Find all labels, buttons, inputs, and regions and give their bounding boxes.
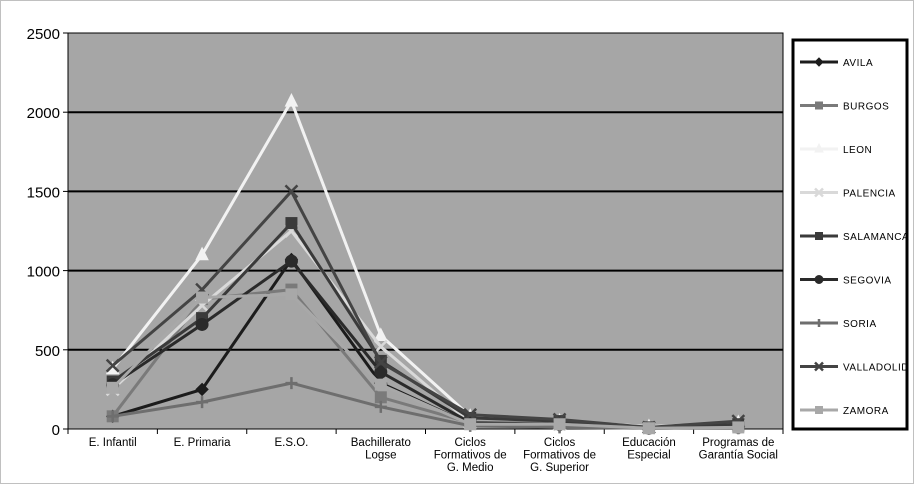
data-point: [105, 358, 120, 373]
series-line: [111, 292, 739, 430]
data-point: [285, 377, 298, 390]
y-tick-label: 1000: [27, 264, 60, 281]
y-tick-label: 2000: [27, 105, 60, 122]
data-point: [374, 400, 387, 413]
data-point: [285, 288, 298, 301]
data-point: [195, 246, 209, 261]
legend-item: BURGOS: [800, 101, 889, 113]
data-point: [732, 421, 745, 434]
y-tick-label: 2500: [27, 26, 60, 43]
gridlines: [68, 111, 783, 351]
legend-marker: [814, 187, 824, 198]
data-point: [195, 317, 209, 331]
legend-item: SALAMANCA: [800, 232, 909, 243]
legend-item: AVILA: [800, 57, 873, 69]
data-point: [553, 418, 566, 431]
data-point: [373, 355, 388, 370]
legend-marker: [814, 142, 824, 153]
series-lines: [105, 92, 746, 435]
legend-marker: [814, 275, 824, 284]
x-tick-label: Educación Especial: [622, 437, 676, 462]
axes: 0 500 1000 1500 2000 2500 E. Infantil E. Primar…: [27, 26, 784, 474]
data-point: [642, 422, 655, 435]
legend-label: AVILA: [843, 58, 873, 69]
data-point: [464, 418, 477, 431]
legend-label: ZAMORA: [843, 406, 889, 417]
legend-marker: [815, 406, 823, 414]
legend-item: ZAMORA: [800, 406, 889, 417]
data-point: [196, 396, 209, 409]
legend-marker: [814, 57, 824, 67]
legend-label: PALENCIA: [843, 189, 896, 200]
plot-area: [67, 32, 784, 430]
x-tick-label: Ciclos Formativos de G. Superior: [523, 437, 596, 474]
x-tick-label: Programas de Garantía Social: [699, 437, 778, 462]
legend-label: LEON: [843, 145, 872, 156]
series-zamora: [106, 288, 745, 435]
y-tick-label: 1500: [27, 184, 60, 201]
legend: AVILA BURGOS LEON PALENCIA SALAMANCA SEGOVIA S…: [800, 57, 909, 417]
legend-label: VALLADOLID: [843, 363, 909, 374]
legend-label: BURGOS: [843, 102, 889, 113]
x-tick-label: E. Infantil: [89, 437, 137, 449]
data-point: [196, 291, 209, 304]
legend-item: PALENCIA: [800, 187, 896, 200]
legend-item: LEON: [800, 142, 872, 156]
data-point: [106, 381, 119, 394]
y-tick-label: 500: [35, 343, 60, 360]
data-point: [373, 339, 388, 354]
data-point: [284, 92, 299, 107]
legend-item: SEGOVIA: [800, 275, 892, 287]
data-point: [374, 365, 388, 379]
data-point: [284, 254, 298, 268]
x-tick-label: E.S.O.: [275, 437, 309, 449]
legend-marker: [815, 319, 823, 327]
legend-label: SEGOVIA: [843, 276, 892, 287]
data-point: [284, 184, 299, 199]
data-point: [374, 327, 388, 342]
legend-label: SALAMANCA: [843, 232, 909, 243]
data-point: [106, 410, 119, 423]
x-tick-label: Bachillerato Logse: [351, 437, 411, 462]
legend-marker: [814, 361, 824, 372]
legend-label: SORIA: [843, 319, 877, 330]
x-tick-label: E. Primaria: [174, 437, 231, 449]
legend-item: SORIA: [800, 319, 877, 330]
legend-marker: [815, 101, 823, 110]
x-tick-label: Ciclos Formativos de G. Medio: [434, 437, 507, 474]
data-point: [195, 382, 209, 397]
y-tick-label: 0: [52, 422, 60, 439]
data-point: [374, 378, 387, 391]
legend-item: VALLADOLID: [800, 361, 909, 374]
data-point: [285, 217, 298, 230]
legend-marker: [815, 232, 823, 240]
